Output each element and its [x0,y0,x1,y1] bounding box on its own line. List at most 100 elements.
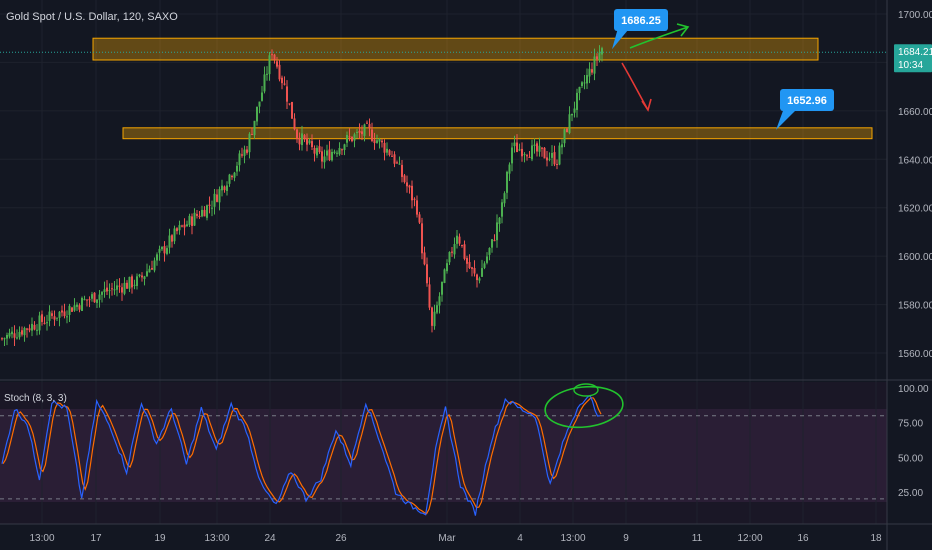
candle-body [338,148,341,155]
circle-highlight-icon[interactable] [543,383,625,431]
callout-low[interactable]: 1652.96 [776,89,834,130]
candle-body [186,224,188,227]
symbol-label[interactable]: Gold Spot / U.S. Dollar, 120, SAXO [6,11,178,23]
time-tick-label: 16 [797,533,809,544]
support-zone[interactable] [122,127,873,140]
candle-body [496,222,498,241]
candle-body [411,185,413,201]
candle-body [463,244,466,259]
candle-body [416,200,418,215]
callout-low-tail [776,108,796,130]
candle-body [43,322,46,324]
stoch-tick-label: 50.00 [898,453,923,464]
candle-body [571,113,573,116]
candle-body [118,285,121,287]
candle-body [1,338,3,340]
candle-body [263,74,266,92]
candle-body [26,328,28,330]
candle-body [231,175,233,178]
candle-body [323,156,326,163]
time-tick-label: Mar [438,533,456,544]
candle-body [203,209,206,217]
candle-body [598,52,601,61]
candle-body [553,152,556,165]
candle-body [173,228,176,242]
candle-body [526,155,528,157]
candle-body [223,186,226,191]
candle-body [18,332,21,338]
price-axis[interactable]: 1700.00 1660.00 1640.00 1620.00 1600.00 1580.… [898,10,932,360]
candle-body [461,244,463,246]
candle-body [68,305,71,315]
arrow-down-icon[interactable] [621,62,652,112]
candle-body [261,92,263,101]
price-tick-label: 1660.00 [898,107,932,118]
candle-body [131,276,133,288]
candle-body [436,305,438,313]
candle-body [98,294,101,300]
candle-body [566,128,568,133]
candle-body [166,248,168,254]
candle-body [401,164,403,177]
time-tick-label: 19 [154,533,166,544]
candle-body [456,235,458,244]
candle-body [91,294,93,299]
callout-high-tail [612,28,628,50]
candle-body [111,288,113,290]
candle-body [193,212,196,226]
candle-body [116,285,118,290]
arrow-up-icon[interactable] [629,23,690,49]
candle-body [541,147,543,149]
time-tick-label: 12:00 [737,533,762,544]
candle-body [8,332,11,337]
current-price-value: 1684.21 [898,47,932,58]
stoch-label[interactable]: Stoch (8, 3, 3) [4,393,67,404]
candle-body [248,133,251,153]
candle-body [593,56,596,74]
candle-body [128,276,131,289]
candle-body [36,329,38,331]
candle-body [458,236,461,244]
time-tick-label: 18 [870,533,882,544]
candle-body [51,313,53,316]
callout-high-label: 1686.25 [621,15,661,27]
candle-body [163,246,166,254]
candle-body [96,299,98,303]
candle-body [351,136,353,142]
candle-body [133,284,136,286]
callout-high[interactable]: 1686.25 [612,9,668,50]
candle-body [508,164,511,174]
resistance-zone[interactable] [92,37,819,61]
time-axis[interactable]: 13:00 17 19 13:00 24 26 Mar 4 13:00 9 11 12:00 16 18 [29,533,882,544]
stoch-axis[interactable]: 100.00 75.00 50.00 25.00 [898,384,929,499]
callout-low-box [780,89,834,111]
candle-body [363,124,366,136]
candle-body [198,215,201,217]
candle-body [148,268,151,273]
candle-body [238,153,241,166]
time-tick-label: 13:00 [204,533,229,544]
candle-body [236,165,238,172]
candle-body [601,48,603,55]
candle-body [28,328,31,331]
candle-body [381,140,383,143]
candle-body [588,68,591,77]
candle-body [213,193,216,207]
candle-body [428,284,431,308]
candle-body [251,133,253,135]
candle-body [183,224,186,228]
candle-body [233,172,236,178]
candle-body [536,143,538,152]
candle-body [316,147,318,156]
candle-body [583,82,586,84]
candle-body [153,260,156,271]
candle-body [291,101,293,119]
candle-body [333,151,336,153]
candle-body [178,225,181,231]
candle-body [538,145,541,152]
candle-body [431,307,433,326]
candle-body [108,290,111,292]
candle-body [371,129,373,141]
candle-body [398,163,401,165]
